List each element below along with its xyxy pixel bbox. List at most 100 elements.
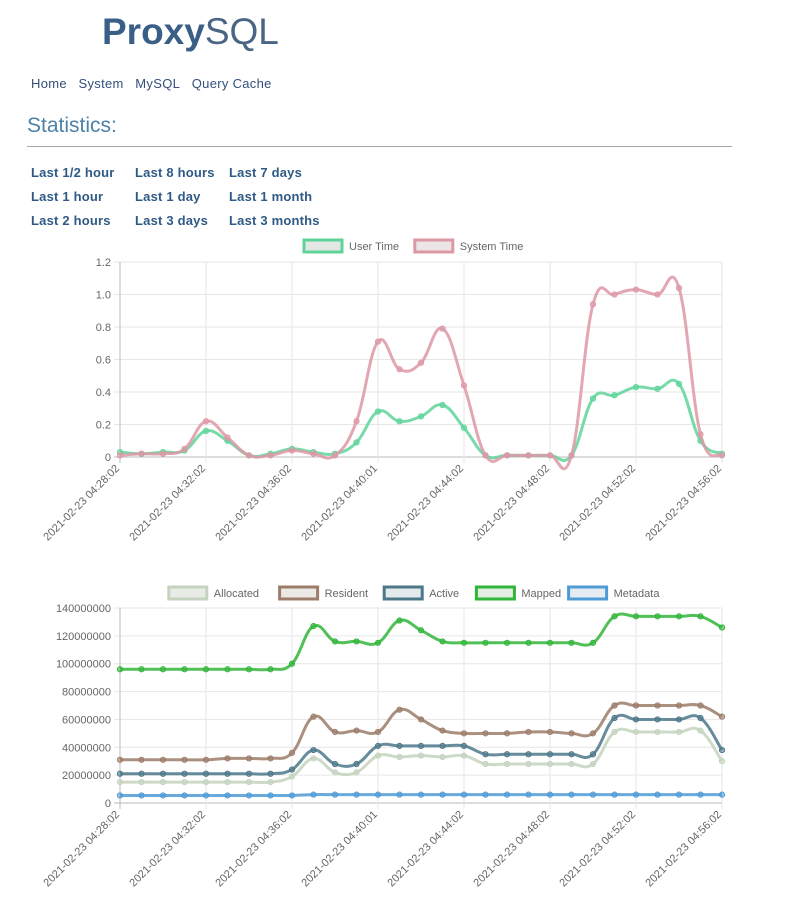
data-point-allocated <box>138 779 145 786</box>
x-tick-label: 2021-02-23 04:32:02 <box>127 809 208 890</box>
page-title: Statistics: <box>27 114 117 137</box>
data-point-user-time <box>589 395 597 402</box>
data-point-allocated <box>675 728 683 736</box>
data-point-resident <box>374 728 382 736</box>
data-point-active <box>589 751 597 758</box>
data-point-active <box>482 751 489 758</box>
data-point-active <box>267 770 274 777</box>
range-last-1-day[interactable]: Last 1 day <box>135 189 201 204</box>
nav-mysql[interactable]: MySQL <box>135 76 181 91</box>
legend-swatch-active <box>382 585 424 601</box>
data-point-resident <box>245 755 253 762</box>
data-point-mapped <box>525 639 532 646</box>
data-point-system-time <box>331 452 339 459</box>
range-last-2-hours[interactable]: Last 2 hours <box>31 213 111 228</box>
legend-label-metadata: Metadata <box>614 588 661 600</box>
data-point-allocated <box>353 769 360 776</box>
x-tick-label: 2021-02-23 04:36:02 <box>213 463 294 544</box>
data-point-allocated <box>417 752 425 759</box>
data-point-system-time <box>267 452 274 459</box>
data-point-user-time <box>611 392 618 399</box>
data-point-mapped <box>589 639 597 646</box>
legend-label-active: Active <box>429 588 459 600</box>
data-point-resident <box>632 702 640 709</box>
data-point-user-time <box>202 427 210 435</box>
data-point-resident <box>288 749 296 756</box>
data-point-active <box>460 742 468 749</box>
data-point-system-time <box>116 452 124 459</box>
data-point-resident <box>417 716 425 723</box>
y-tick-label: 0.6 <box>96 355 111 367</box>
data-point-system-time <box>654 291 661 298</box>
data-point-metadata <box>417 791 425 798</box>
data-point-active <box>116 770 124 777</box>
y-tick-label: 140000000 <box>56 603 111 615</box>
heading-divider <box>27 146 732 147</box>
range-last-7-days[interactable]: Last 7 days <box>229 165 303 180</box>
x-tick-label: 2021-02-23 04:44:02 <box>385 809 466 890</box>
legend-item-allocated: Allocated <box>167 585 259 601</box>
legend-item-system-time: System Time <box>413 238 523 254</box>
logo-sql: SQL <box>204 11 279 52</box>
data-point-allocated <box>482 760 489 768</box>
data-point-mapped <box>374 639 382 646</box>
data-point-system-time <box>546 452 554 459</box>
data-point-active <box>611 714 618 722</box>
data-point-mapped <box>675 613 683 620</box>
data-point-system-time <box>417 359 425 366</box>
data-point-system-time <box>245 452 253 459</box>
data-point-metadata <box>159 792 167 799</box>
data-point-resident <box>396 706 403 713</box>
data-point-metadata <box>202 792 210 799</box>
data-point-allocated <box>568 760 575 768</box>
data-point-metadata <box>353 791 360 798</box>
data-point-active <box>288 766 296 773</box>
data-point-resident <box>503 730 511 737</box>
data-point-metadata <box>245 792 253 799</box>
nav-query-cache[interactable]: Query Cache <box>191 76 272 91</box>
data-point-system-time <box>697 431 704 438</box>
data-point-active <box>654 716 661 723</box>
nav-home[interactable]: Home <box>31 76 67 91</box>
data-point-metadata <box>654 791 661 798</box>
data-point-metadata <box>138 792 145 799</box>
legend-item-mapped: Mapped <box>474 585 561 601</box>
y-tick-label: 80000000 <box>62 687 111 699</box>
legend-label-resident: Resident <box>325 588 368 600</box>
data-point-active <box>675 716 683 723</box>
data-point-mapped <box>439 638 446 645</box>
series-line-system-time <box>119 275 724 471</box>
data-point-system-time <box>353 418 360 425</box>
data-point-allocated <box>611 728 618 736</box>
range-last-8-hours[interactable]: Last 8 hours <box>135 165 215 180</box>
data-point-mapped <box>482 639 489 646</box>
data-point-mapped <box>546 639 554 646</box>
data-point-metadata <box>288 792 296 799</box>
data-point-active <box>697 714 704 722</box>
range-last-1-month[interactable]: Last 1 month <box>229 189 313 204</box>
data-point-active <box>310 746 317 754</box>
data-point-allocated <box>589 760 597 768</box>
data-point-resident <box>611 702 618 709</box>
y-tick-label: 0.8 <box>96 322 111 334</box>
data-point-metadata <box>181 792 188 799</box>
data-point-resident <box>138 756 145 763</box>
data-point-mapped <box>353 638 360 645</box>
data-point-user-time <box>396 418 403 425</box>
range-last-3-days[interactable]: Last 3 days <box>135 213 209 228</box>
data-point-system-time <box>460 382 468 389</box>
data-point-mapped <box>632 613 640 620</box>
legend-item-metadata: Metadata <box>567 585 661 601</box>
proxysql-logo: ProxySQL <box>102 10 279 54</box>
logo-proxy: Proxy <box>102 11 205 52</box>
data-point-metadata <box>632 791 640 798</box>
data-point-system-time <box>718 452 726 459</box>
data-point-metadata <box>546 791 554 798</box>
nav-system[interactable]: System <box>78 76 124 91</box>
range-last-half-hour[interactable]: Last 1/2 hour <box>31 165 115 180</box>
range-last-1-hour[interactable]: Last 1 hour <box>31 189 104 204</box>
data-point-resident <box>546 728 554 736</box>
range-last-3-months[interactable]: Last 3 months <box>229 213 320 228</box>
x-tick-label: 2021-02-23 04:32:02 <box>127 463 208 544</box>
data-point-active <box>546 751 554 758</box>
